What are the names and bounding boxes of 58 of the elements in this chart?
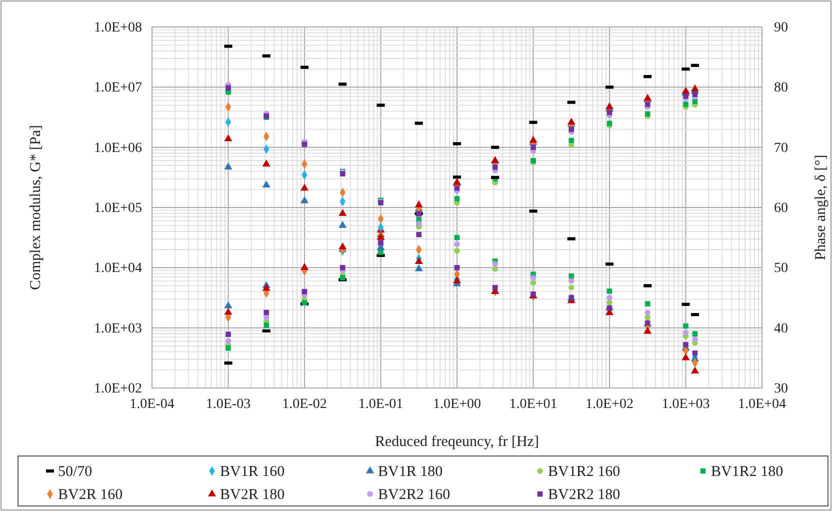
y2-tick-label: 40 xyxy=(774,321,788,336)
legend-label: BV2R 160 xyxy=(58,487,123,503)
x-tick-label: 1.0E+01 xyxy=(509,396,558,412)
y-tick-label: 1.0E+05 xyxy=(94,200,142,216)
point xyxy=(683,93,688,99)
x-tick-label: 1.0E-02 xyxy=(282,396,327,412)
point xyxy=(644,102,650,107)
y-tick-label: 1.0E+02 xyxy=(94,381,142,396)
y-tick-label: 1.0E+08 xyxy=(94,20,142,36)
point xyxy=(683,102,688,107)
legend-label: BV1R 180 xyxy=(378,464,443,480)
y-tick-label: 1.0E+04 xyxy=(94,261,142,276)
y-tick-label: 1.0E+07 xyxy=(94,80,142,96)
point xyxy=(414,200,423,208)
y2-tick-label: 70 xyxy=(774,140,788,156)
legend-label: BV1R2 160 xyxy=(548,464,620,480)
legend-label: BV1R 160 xyxy=(220,464,285,480)
y2-tick-label: 50 xyxy=(774,261,788,276)
point xyxy=(262,284,270,291)
point xyxy=(454,196,460,202)
point xyxy=(226,332,231,337)
point xyxy=(378,250,384,255)
y-tick-label: 1.0E+03 xyxy=(94,321,142,336)
y2-tick-label: 80 xyxy=(774,80,788,96)
y2-axis-title: Phase angle, δ [°] xyxy=(813,154,829,260)
point xyxy=(264,322,269,328)
x-tick-label: 1.0E+02 xyxy=(586,396,634,412)
point xyxy=(226,345,231,351)
legend-label: BV2R 180 xyxy=(220,487,285,503)
point xyxy=(224,301,232,308)
legend-label: BV2R2 160 xyxy=(378,487,450,503)
point xyxy=(605,102,614,110)
legend-label: BV2R2 180 xyxy=(548,487,620,503)
x-tick-label: 1.0E-04 xyxy=(130,396,174,412)
x-tick-label: 1.0E+00 xyxy=(433,396,481,412)
legend-label: 50/70 xyxy=(58,464,92,480)
point xyxy=(338,242,347,250)
point xyxy=(264,310,269,316)
point xyxy=(302,288,308,294)
x-tick-label: 1.0E+03 xyxy=(662,396,710,412)
y2-tick-label: 60 xyxy=(774,200,788,216)
y2-tick-label: 30 xyxy=(774,381,788,396)
point xyxy=(340,275,346,280)
y-axis-title: Complex modulus, G* [Pa] xyxy=(28,125,44,290)
x-tick-label: 1.0E+04 xyxy=(738,396,786,412)
point xyxy=(224,308,232,315)
y-tick-label: 1.0E+06 xyxy=(94,140,142,156)
point xyxy=(340,265,346,270)
point xyxy=(568,138,574,144)
point xyxy=(225,338,232,344)
x-axis-title: Reduced freqeuncy, fr [Hz] xyxy=(375,434,539,450)
x-tick-label: 1.0E-01 xyxy=(358,396,404,412)
point xyxy=(530,144,536,150)
point xyxy=(454,185,460,191)
point xyxy=(568,126,574,132)
legend-label: BV1R2 180 xyxy=(711,464,784,480)
y2-tick-label: 90 xyxy=(774,20,788,36)
x-tick-label: 1.0E-03 xyxy=(206,396,251,412)
